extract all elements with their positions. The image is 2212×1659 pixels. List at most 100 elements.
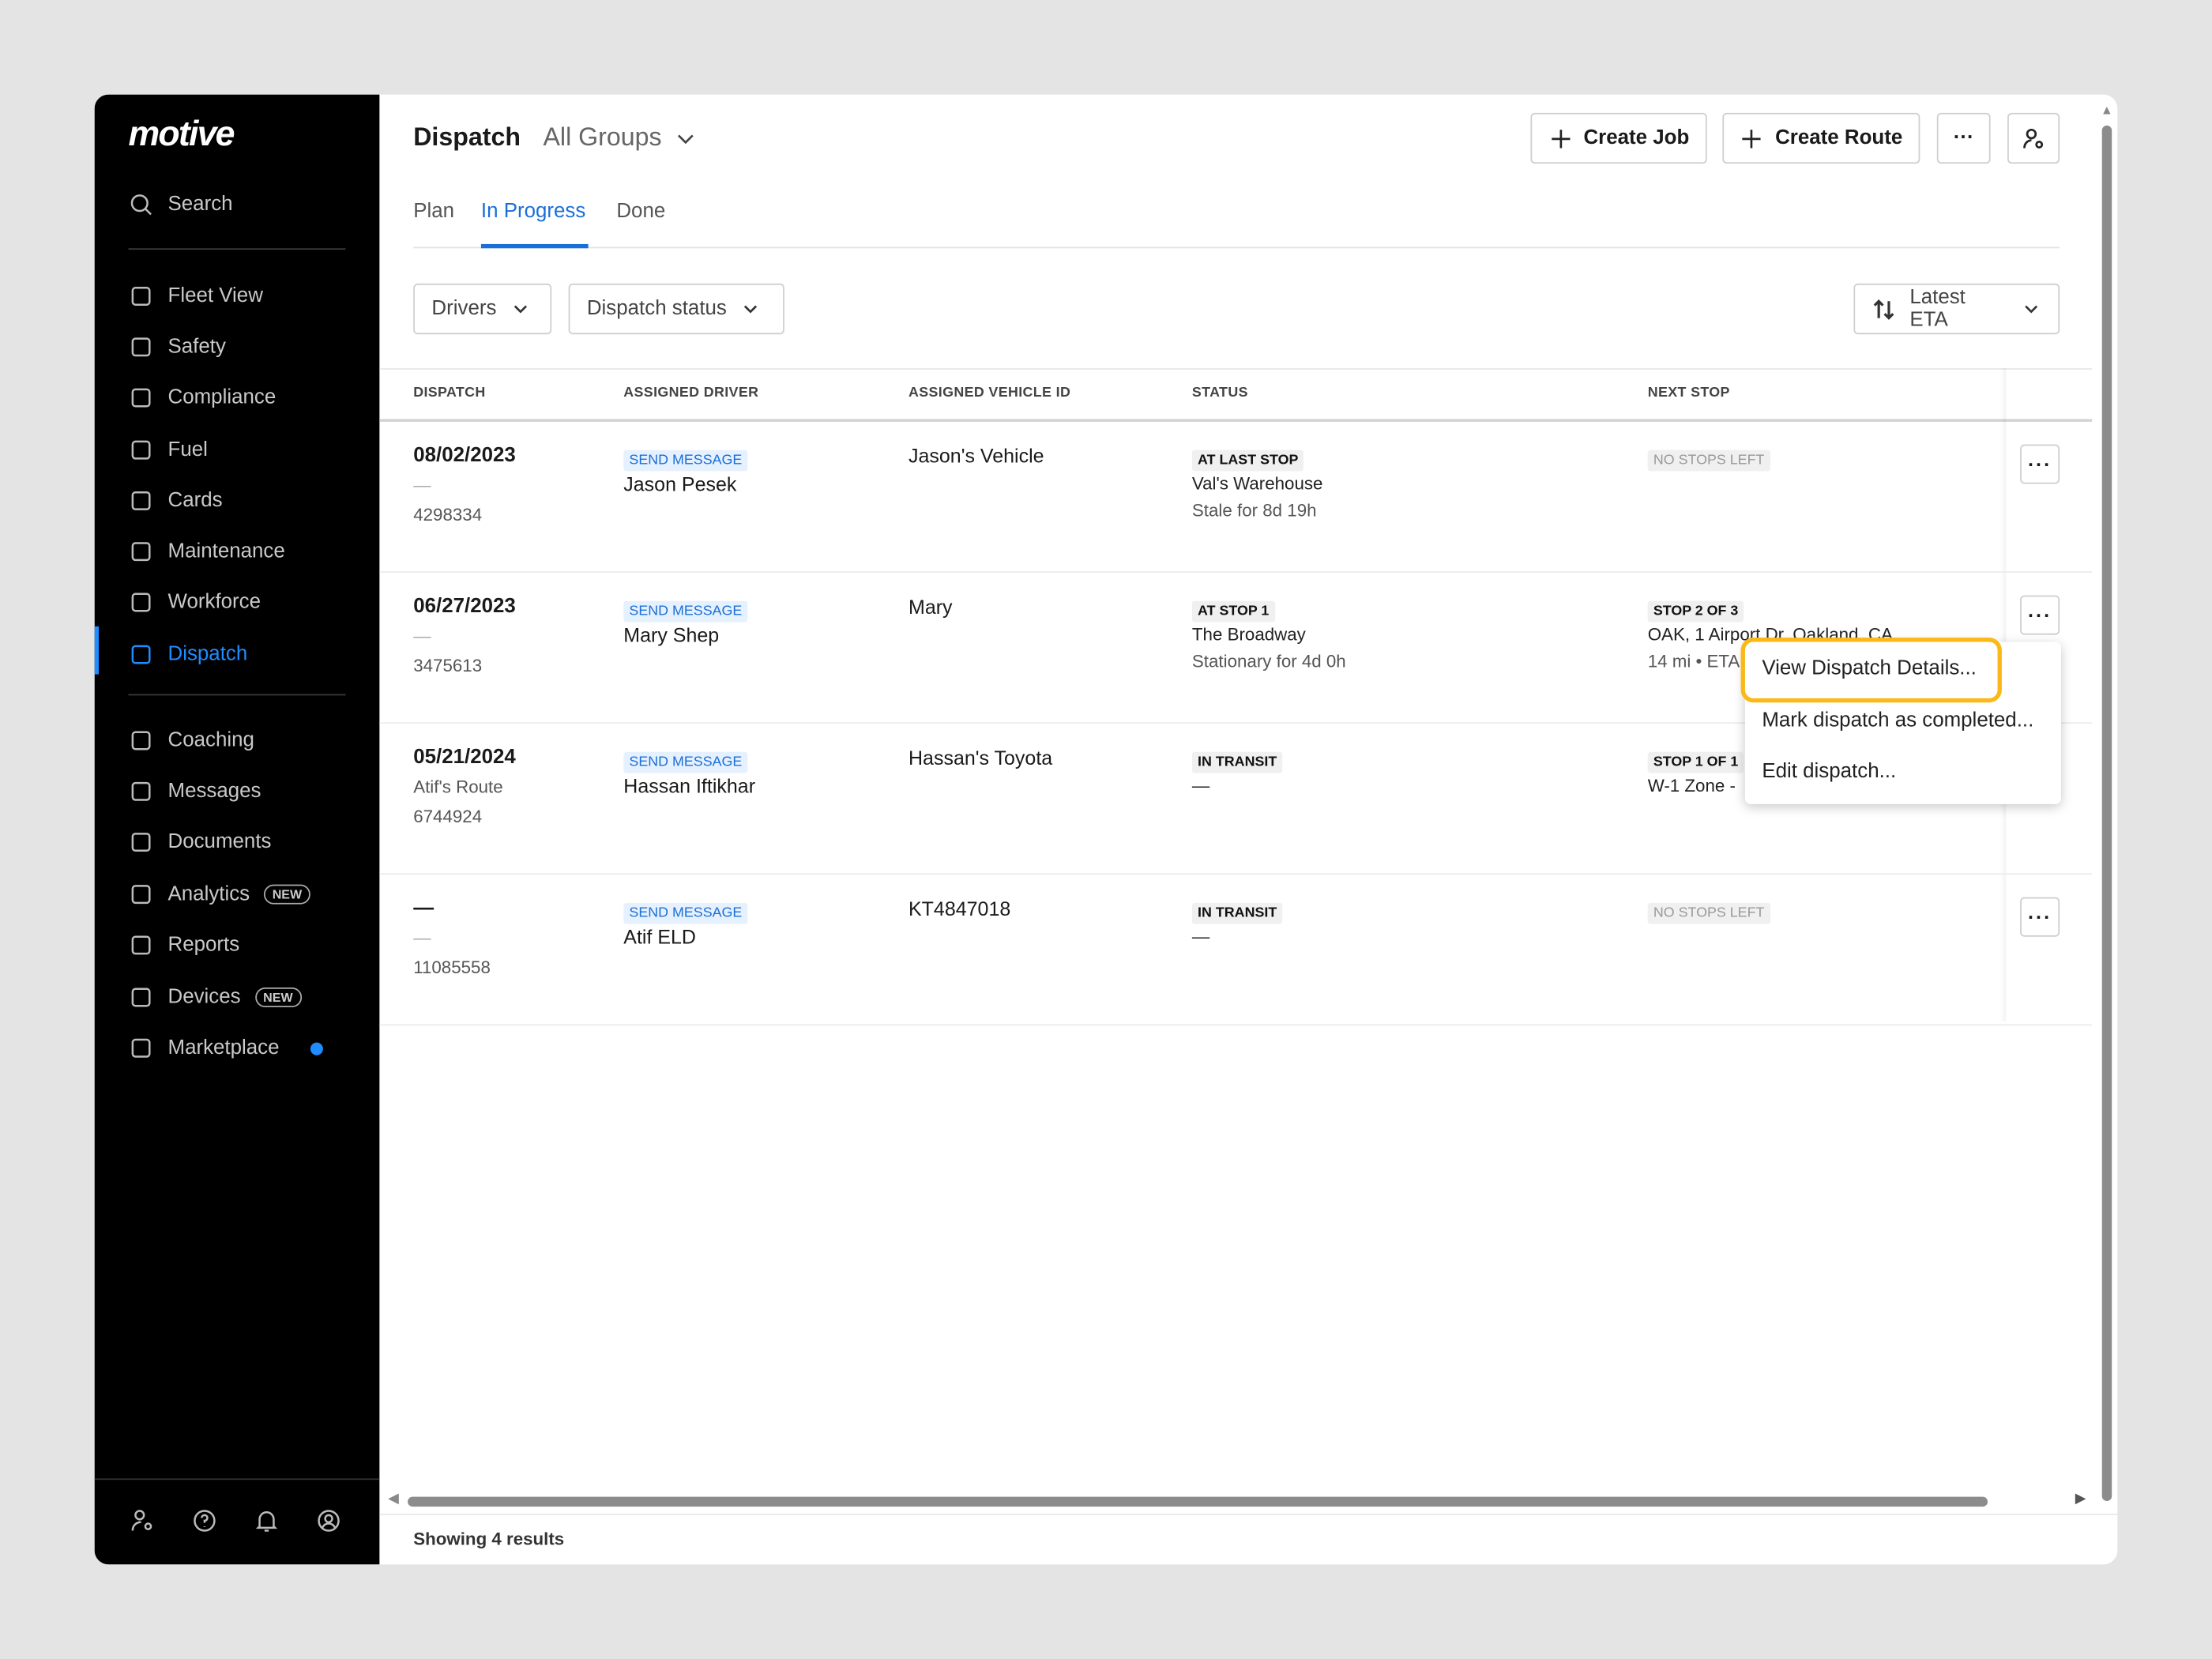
- search-icon: [130, 194, 152, 216]
- sidebar-item-fleet-view[interactable]: Fleet View: [128, 280, 263, 314]
- sidebar-item-reports[interactable]: Reports: [128, 928, 239, 962]
- table-row[interactable]: 08/02/2023 — 4298334 SEND MESSAGE Jason …: [379, 422, 2093, 573]
- sidebar-item-label: Reports: [167, 934, 240, 957]
- dispatch-id: 6744924: [413, 807, 483, 827]
- sidebar-item-compliance[interactable]: Compliance: [128, 381, 276, 415]
- status-badge: IN TRANSIT: [1191, 751, 1283, 773]
- devices-icon: [131, 988, 151, 1007]
- drivers-filter[interactable]: Drivers: [413, 283, 552, 335]
- help-icon[interactable]: [192, 1508, 217, 1533]
- user-settings-icon[interactable]: [130, 1508, 155, 1533]
- create-job-button[interactable]: Create Job: [1530, 112, 1707, 164]
- send-message-button[interactable]: SEND MESSAGE: [623, 600, 748, 623]
- tab-in-progress[interactable]: In Progress: [480, 200, 586, 224]
- dispatch-date: 06/27/2023: [413, 595, 516, 619]
- sidebar-item-workforce[interactable]: Workforce: [128, 585, 261, 619]
- column-header: NEXT STOP: [1647, 385, 1730, 401]
- user-settings-button[interactable]: [2007, 112, 2060, 164]
- send-message-button[interactable]: SEND MESSAGE: [623, 450, 748, 472]
- horizontal-scrollbar[interactable]: ◀ ▶: [388, 1491, 2086, 1507]
- sidebar-item-label: Messages: [167, 780, 261, 803]
- sidebar-item-analytics[interactable]: Analytics NEW: [128, 878, 310, 912]
- table-row[interactable]: 05/21/2024 Atif's Route 6744924 SEND MES…: [379, 724, 2093, 875]
- status-location: The Broadway: [1191, 625, 1306, 645]
- new-badge: NEW: [254, 987, 302, 1007]
- tab-done[interactable]: Done: [616, 200, 666, 224]
- dispatch-status-filter[interactable]: Dispatch status: [568, 283, 784, 335]
- table-row[interactable]: — — 11085558 SEND MESSAGE Atif ELD KT484…: [379, 875, 2093, 1026]
- more-icon: ···: [1953, 126, 1974, 150]
- sidebar-item-label: Devices: [167, 986, 241, 1009]
- sort-label: Latest ETA: [1909, 286, 1966, 332]
- tab-plan[interactable]: Plan: [413, 200, 455, 224]
- next-stop-badge: STOP 1 OF 1: [1647, 751, 1744, 773]
- row-actions-button[interactable]: ···: [2020, 595, 2060, 635]
- scrollbar-thumb[interactable]: [2101, 125, 2112, 1501]
- status-location: —: [1191, 776, 1210, 796]
- driver-name: Jason Pesek: [623, 472, 737, 495]
- route-name: —: [413, 475, 431, 495]
- sidebar-item-cards[interactable]: Cards: [128, 483, 223, 517]
- chevron-down-icon: [2025, 305, 2038, 314]
- sidebar-item-marketplace[interactable]: Marketplace: [128, 1031, 323, 1065]
- wrench-icon: [131, 542, 151, 562]
- chevron-down-icon: [678, 134, 694, 144]
- sidebar-item-label: Fuel: [167, 438, 208, 461]
- row-actions-button[interactable]: ···: [2020, 444, 2060, 484]
- fuel-icon: [131, 440, 151, 460]
- results-count: Showing 4 results: [413, 1529, 565, 1549]
- sidebar-item-label: Maintenance: [167, 540, 285, 563]
- vehicle-id: Mary: [908, 595, 953, 619]
- app-window: motive Search Fleet View Safety Compliance…: [94, 94, 2118, 1565]
- sidebar-search[interactable]: Search: [128, 187, 233, 221]
- row-action-menu: View Dispatch Details... Mark dispatch a…: [1740, 638, 2061, 804]
- menu-item-view-details[interactable]: View Dispatch Details...: [1762, 657, 1977, 680]
- vehicle-id: Hassan's Toyota: [908, 746, 1053, 769]
- sidebar-item-coaching[interactable]: Coaching: [128, 724, 254, 758]
- coaching-icon: [131, 731, 151, 750]
- highlight-box: [1740, 638, 2002, 703]
- dispatch-date: 08/02/2023: [413, 444, 516, 468]
- notification-dot: [310, 1041, 323, 1055]
- bell-icon[interactable]: [254, 1508, 279, 1533]
- next-stop-badge: STOP 2 OF 3: [1647, 600, 1744, 623]
- scrollbar-thumb[interactable]: [408, 1496, 1988, 1507]
- next-stop-badge: NO STOPS LEFT: [1647, 902, 1770, 924]
- shield-icon: [131, 337, 151, 357]
- row-actions-button[interactable]: ···: [2020, 897, 2060, 937]
- send-message-button[interactable]: SEND MESSAGE: [623, 751, 748, 773]
- next-stop-eta: 14 mi • ETA: [1647, 651, 1740, 672]
- sidebar-item-label: Analytics: [167, 882, 250, 906]
- sidebar-item-fuel[interactable]: Fuel: [128, 433, 208, 467]
- drivers-filter-label: Drivers: [431, 297, 497, 321]
- more-options-button[interactable]: ···: [1936, 112, 1991, 164]
- status-filter-label: Dispatch status: [586, 297, 727, 321]
- vertical-scrollbar[interactable]: ▲: [2097, 103, 2114, 1501]
- menu-item-edit[interactable]: Edit dispatch...: [1762, 760, 1897, 784]
- menu-item-mark-completed[interactable]: Mark dispatch as completed...: [1762, 709, 2034, 732]
- chevron-down-icon: [514, 305, 527, 314]
- sidebar-item-maintenance[interactable]: Maintenance: [128, 535, 285, 569]
- status-badge: AT LAST STOP: [1191, 450, 1304, 472]
- route-name: —: [413, 927, 431, 948]
- send-message-button[interactable]: SEND MESSAGE: [623, 902, 748, 924]
- sidebar-item-safety[interactable]: Safety: [128, 330, 226, 364]
- messages-icon: [131, 781, 151, 801]
- sidebar-item-documents[interactable]: Documents: [128, 826, 271, 860]
- plus-icon: [1743, 129, 1762, 148]
- sidebar-item-label: Documents: [167, 830, 272, 854]
- sort-dropdown[interactable]: Latest ETA: [1853, 283, 2060, 335]
- group-selector[interactable]: All Groups: [543, 122, 695, 152]
- create-route-label: Create Route: [1775, 126, 1903, 150]
- sidebar-item-dispatch[interactable]: Dispatch: [128, 638, 247, 672]
- document-icon: [131, 833, 151, 852]
- sidebar-item-label: Compliance: [167, 386, 276, 409]
- account-icon[interactable]: [316, 1508, 341, 1533]
- next-stop-address: W-1 Zone -: [1647, 776, 1736, 796]
- sidebar-item-messages[interactable]: Messages: [128, 774, 261, 808]
- status-detail: Stale for 8d 19h: [1191, 500, 1317, 521]
- dispatch-id: 11085558: [413, 957, 491, 978]
- divider: [413, 246, 2060, 249]
- create-route-button[interactable]: Create Route: [1722, 112, 1920, 164]
- sidebar-item-devices[interactable]: Devices NEW: [128, 980, 302, 1014]
